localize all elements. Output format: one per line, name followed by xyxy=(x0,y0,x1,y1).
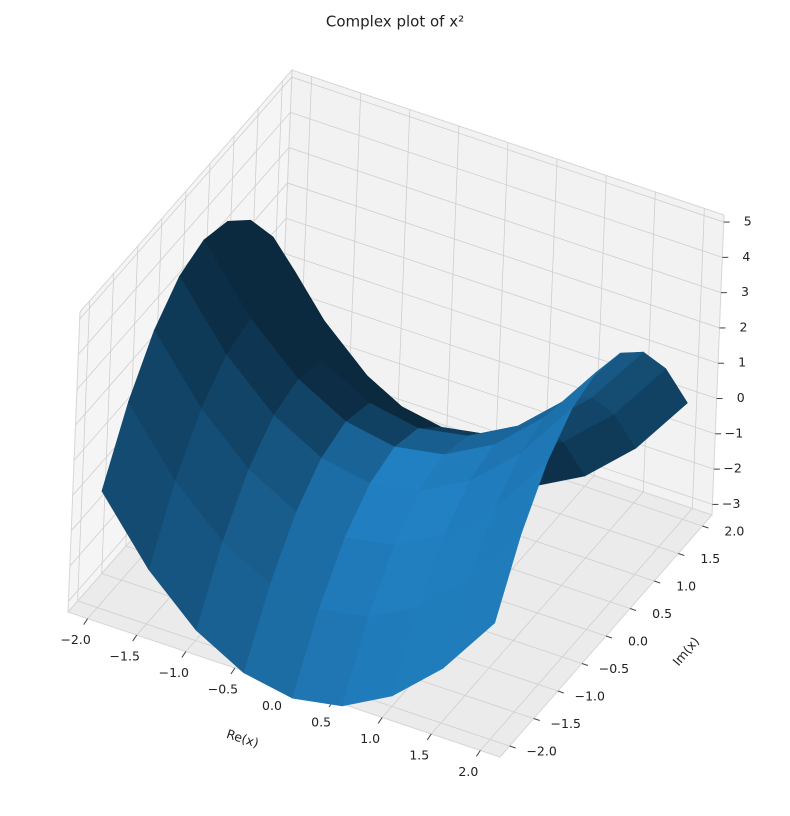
x-tick-label: 1.5 xyxy=(409,747,429,762)
grid-line xyxy=(446,126,460,427)
x-tick xyxy=(83,618,89,625)
x-tick-label: 0.0 xyxy=(262,698,282,713)
x-tick-label: −1.5 xyxy=(110,649,140,664)
y-tick-label: 2.0 xyxy=(724,524,744,539)
surface-facet xyxy=(128,329,202,481)
chart-title: Complex plot of x² xyxy=(326,13,464,31)
y-tick xyxy=(509,745,516,749)
grid-line xyxy=(495,142,509,443)
y-tick xyxy=(533,718,540,721)
surface-facet xyxy=(469,461,548,580)
x-tick-label: −1.0 xyxy=(159,665,189,680)
grid-line xyxy=(77,300,91,602)
y-tick-label: −1.5 xyxy=(551,716,581,731)
y-tick xyxy=(702,525,709,529)
grid-line xyxy=(691,208,705,509)
grid-line xyxy=(76,147,290,390)
y-tick xyxy=(557,690,564,694)
grid-line xyxy=(544,158,558,459)
x-tick-label: −0.5 xyxy=(208,682,238,697)
x-tick-label: 1.0 xyxy=(360,731,380,746)
x-tick xyxy=(230,667,236,675)
z-tick-label: 5 xyxy=(744,214,752,229)
grid-line xyxy=(79,76,293,320)
y-tick-label: −1.0 xyxy=(575,689,605,704)
x-tick-label: −2.0 xyxy=(60,632,90,647)
grid-line xyxy=(348,93,362,394)
z-tick-label: 0 xyxy=(737,390,745,405)
x-tick xyxy=(132,634,138,642)
y-tick xyxy=(629,608,637,611)
x-axis-label: Re(x) xyxy=(225,726,261,750)
grid-line xyxy=(290,111,723,258)
z-tick-label: 2 xyxy=(740,319,748,334)
x-tick xyxy=(475,750,481,757)
x-tick xyxy=(181,651,187,658)
z-tick-label: 4 xyxy=(742,249,750,264)
grid-line xyxy=(78,112,291,355)
y-axis-label: Im(x) xyxy=(669,634,702,669)
grid-line xyxy=(291,76,724,223)
x-tick xyxy=(426,733,432,741)
grid-line xyxy=(287,182,720,329)
grid-line xyxy=(281,323,714,470)
y-tick-label: 1.5 xyxy=(700,551,720,566)
y-tick-label: −0.5 xyxy=(599,661,629,676)
y-tick-label: −2.0 xyxy=(526,744,556,759)
z-tick-label: −2 xyxy=(723,461,741,476)
z-tick-label: 1 xyxy=(738,355,746,370)
y-tick xyxy=(654,580,661,584)
x-tick xyxy=(377,717,383,724)
grid-line xyxy=(642,191,656,492)
z-tick-label: −3 xyxy=(722,496,740,511)
y-tick xyxy=(605,635,613,639)
grid-line xyxy=(285,217,719,364)
z-tick-label: 3 xyxy=(741,284,749,299)
y-tick xyxy=(678,553,685,556)
grid-line xyxy=(101,273,115,574)
y-tick-label: 0.0 xyxy=(628,634,648,649)
x-tick-label: 0.5 xyxy=(311,714,331,729)
y-tick-label: 0.5 xyxy=(652,606,672,621)
grid-line xyxy=(397,109,411,410)
z-tick-label: −1 xyxy=(725,425,743,440)
y-tick xyxy=(581,663,589,666)
y-tick-label: 1.0 xyxy=(676,579,696,594)
x-tick-label: 2.0 xyxy=(458,764,478,779)
grid-line xyxy=(288,147,722,294)
